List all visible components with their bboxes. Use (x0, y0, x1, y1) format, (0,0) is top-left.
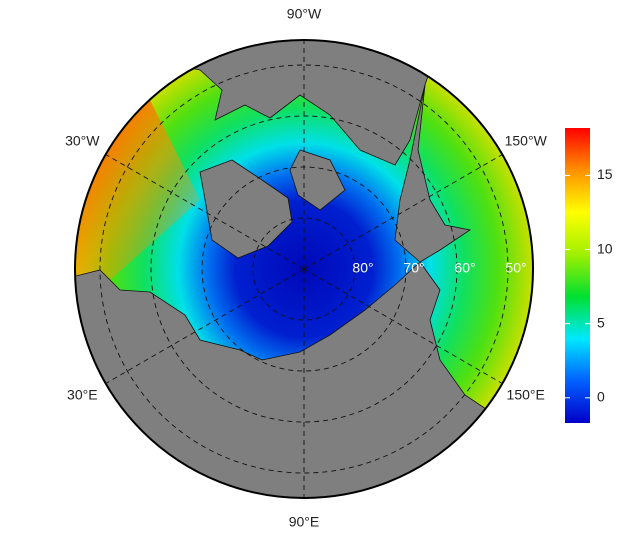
longitude-label: 150°W (505, 133, 548, 149)
graticule (99, 40, 509, 498)
map-border (74, 39, 534, 499)
latitude-label: 60° (454, 260, 475, 276)
latitude-circle (99, 64, 509, 474)
latitude-circle (252, 217, 356, 321)
meridian (105, 268, 305, 384)
meridian (303, 154, 503, 270)
latitude-label: 70° (403, 260, 424, 276)
colorbar (565, 128, 590, 423)
longitude-label: 30°E (67, 387, 98, 403)
greenland (199, 159, 293, 259)
meridian (303, 268, 503, 384)
latitude-label: 50° (505, 260, 526, 276)
alaska (394, 84, 472, 263)
colorbar-tick-label: 5 (597, 314, 605, 330)
meridian (105, 154, 305, 270)
longitude-label: 30°W (65, 133, 100, 149)
latitude-label: 80° (352, 260, 373, 276)
longitude-label: 90°E (289, 514, 320, 530)
longitude-label: 150°E (507, 387, 545, 403)
colorbar-tick-label: 15 (597, 166, 613, 182)
colorbar-tick-label: 10 (597, 240, 613, 256)
longitude-label: 90°W (287, 6, 322, 22)
colorbar-tick-label: 0 (597, 389, 605, 405)
